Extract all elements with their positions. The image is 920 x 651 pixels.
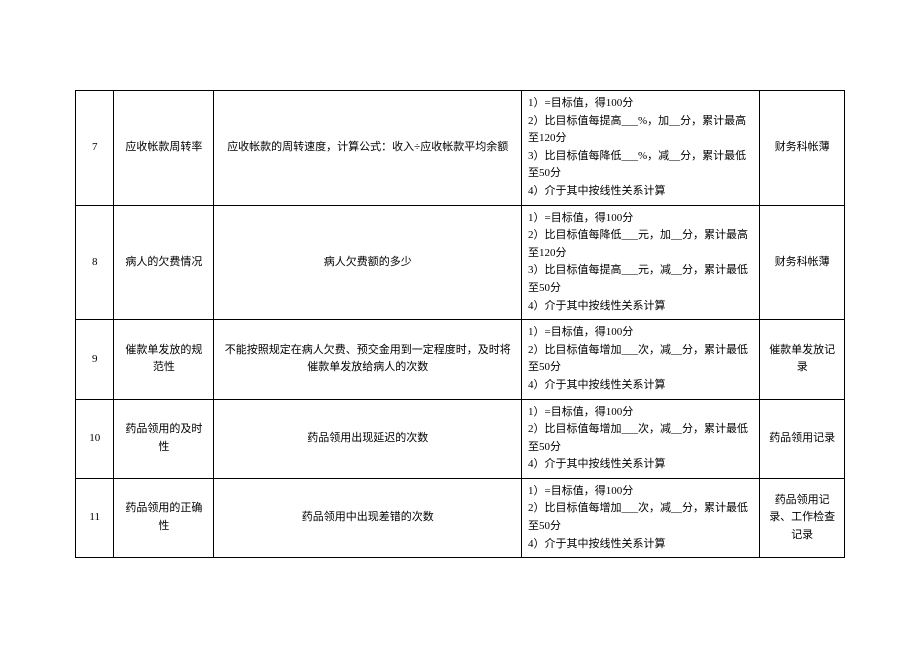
table-body: 7应收帐款周转率应收帐款的周转速度，计算公式：收入÷应收帐款平均余额1）=目标值…: [76, 91, 845, 558]
cell-indicator-name: 药品领用的正确性: [114, 478, 214, 557]
cell-criteria: 1）=目标值，得100分 2）比目标值每提高___%，加__分，累计最高至120…: [522, 91, 760, 206]
cell-indicator-name: 催款单发放的规范性: [114, 320, 214, 399]
table-row: 7应收帐款周转率应收帐款的周转速度，计算公式：收入÷应收帐款平均余额1）=目标值…: [76, 91, 845, 206]
cell-criteria: 1）=目标值，得100分 2）比目标值每增加___次，减__分，累计最低至50分…: [522, 399, 760, 478]
evaluation-table: 7应收帐款周转率应收帐款的周转速度，计算公式：收入÷应收帐款平均余额1）=目标值…: [75, 90, 845, 558]
table-row: 8病人的欠费情况病人欠费额的多少1）=目标值，得100分 2）比目标值每降低__…: [76, 205, 845, 320]
cell-source: 财务科帐薄: [760, 91, 845, 206]
cell-description: 病人欠费额的多少: [214, 205, 522, 320]
table-row: 9催款单发放的规范性不能按照规定在病人欠费、预交金用到一定程度时，及时将催款单发…: [76, 320, 845, 399]
cell-source: 催款单发放记录: [760, 320, 845, 399]
cell-criteria: 1）=目标值，得100分 2）比目标值每增加___次，减__分，累计最低至50分…: [522, 478, 760, 557]
cell-description: 不能按照规定在病人欠费、预交金用到一定程度时，及时将催款单发放给病人的次数: [214, 320, 522, 399]
table-row: 10药品领用的及时性药品领用出现延迟的次数1）=目标值，得100分 2）比目标值…: [76, 399, 845, 478]
cell-number: 11: [76, 478, 114, 557]
cell-description: 药品领用中出现差错的次数: [214, 478, 522, 557]
cell-source: 药品领用记录: [760, 399, 845, 478]
cell-indicator-name: 药品领用的及时性: [114, 399, 214, 478]
cell-description: 药品领用出现延迟的次数: [214, 399, 522, 478]
cell-indicator-name: 病人的欠费情况: [114, 205, 214, 320]
cell-criteria: 1）=目标值，得100分 2）比目标值每增加___次，减__分，累计最低至50分…: [522, 320, 760, 399]
cell-source: 财务科帐薄: [760, 205, 845, 320]
cell-criteria: 1）=目标值，得100分 2）比目标值每降低___元，加__分，累计最高至120…: [522, 205, 760, 320]
cell-number: 8: [76, 205, 114, 320]
cell-source: 药品领用记录、工作检查记录: [760, 478, 845, 557]
cell-number: 7: [76, 91, 114, 206]
cell-number: 9: [76, 320, 114, 399]
cell-description: 应收帐款的周转速度，计算公式：收入÷应收帐款平均余额: [214, 91, 522, 206]
cell-indicator-name: 应收帐款周转率: [114, 91, 214, 206]
table-row: 11药品领用的正确性药品领用中出现差错的次数1）=目标值，得100分 2）比目标…: [76, 478, 845, 557]
cell-number: 10: [76, 399, 114, 478]
